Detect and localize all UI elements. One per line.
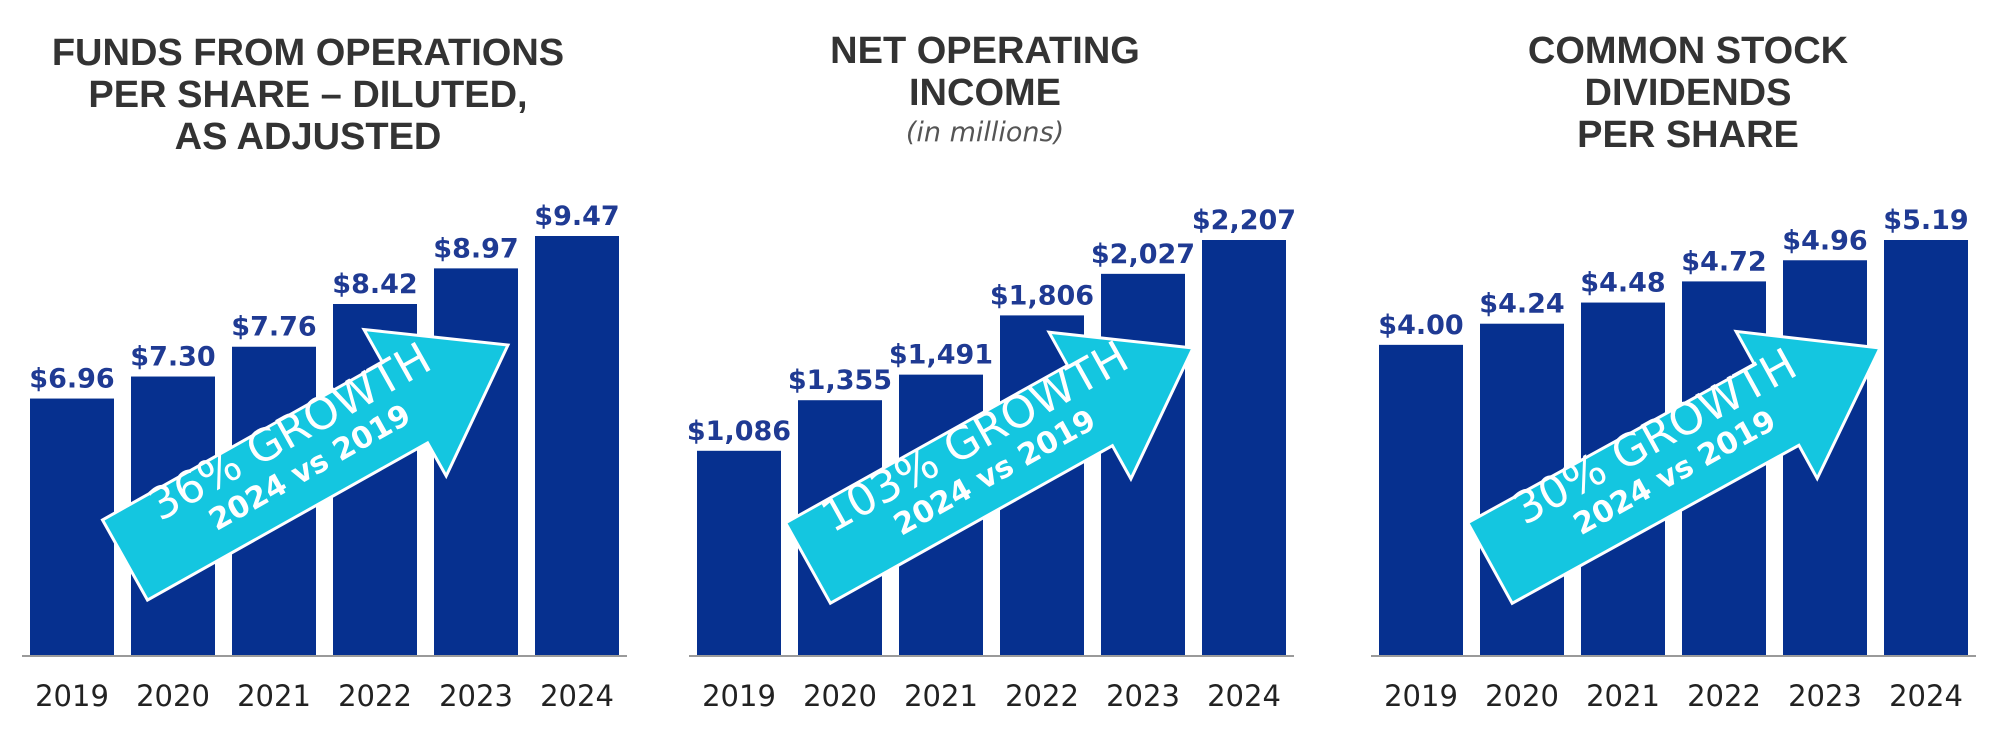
bar-2019 <box>30 398 114 655</box>
x-tick-label: 2024 <box>540 679 614 713</box>
growth-arrow <box>783 330 1196 606</box>
chart-title-line: INCOME <box>909 72 1061 114</box>
bar-value-label: $2,027 <box>1091 239 1195 270</box>
bar-2024 <box>1202 240 1286 655</box>
x-tick-label: 2020 <box>136 679 210 713</box>
x-tick-label: 2024 <box>1207 679 1281 713</box>
bar-2024 <box>535 236 619 655</box>
x-tick-label: 2022 <box>1005 679 1079 713</box>
chart-title-line: AS ADJUSTED <box>175 116 442 158</box>
bar-value-label: $5.19 <box>1883 205 1968 236</box>
bar-value-label: $8.97 <box>433 233 518 264</box>
bar-value-label: $1,806 <box>990 280 1094 311</box>
chart-title-line: FUNDS FROM OPERATIONS <box>52 32 564 74</box>
growth-arrow <box>100 327 511 603</box>
x-tick-label: 2021 <box>1586 679 1660 713</box>
bar-value-label: $6.96 <box>29 364 114 395</box>
growth-arrow <box>1465 329 1883 606</box>
x-tick-label: 2024 <box>1889 679 1963 713</box>
bar-value-label: $4.96 <box>1782 225 1867 256</box>
bar-value-label: $1,086 <box>687 416 791 447</box>
x-tick-label: 2023 <box>439 679 513 713</box>
x-tick-label: 2019 <box>702 679 776 713</box>
x-tick-label: 2020 <box>803 679 877 713</box>
bar-value-label: $7.30 <box>130 342 215 373</box>
bar-2019 <box>697 450 781 655</box>
chart-title-line: DIVIDENDS <box>1585 72 1792 114</box>
bar-value-label: $2,207 <box>1192 205 1296 236</box>
bar-value-label: $8.42 <box>332 269 417 300</box>
x-tick-label: 2022 <box>338 679 412 713</box>
chart-title-line: PER SHARE <box>1577 114 1799 156</box>
x-tick-label: 2019 <box>1384 679 1458 713</box>
bar-2024 <box>1884 240 1968 655</box>
bar-value-label: $4.00 <box>1378 310 1463 341</box>
bar-2023 <box>1101 273 1185 655</box>
x-tick-label: 2020 <box>1485 679 1559 713</box>
x-tick-label: 2023 <box>1106 679 1180 713</box>
x-tick-label: 2021 <box>237 679 311 713</box>
x-tick-label: 2019 <box>35 679 109 713</box>
bar-value-label: $4.48 <box>1580 268 1665 299</box>
x-tick-label: 2022 <box>1687 679 1761 713</box>
x-tick-label: 2021 <box>904 679 978 713</box>
chart-subtitle: (in millions) <box>906 117 1064 148</box>
x-tick-label: 2023 <box>1788 679 1862 713</box>
bar-value-label: $9.47 <box>534 201 619 232</box>
chart-title-line: PER SHARE – DILUTED, <box>88 74 527 116</box>
bar-2019 <box>1379 344 1463 655</box>
chart-title-line: COMMON STOCK <box>1528 30 1849 72</box>
bar-value-label: $1,491 <box>889 340 993 371</box>
chart-title-line: NET OPERATING <box>830 30 1140 72</box>
bar-value-label: $4.24 <box>1479 289 1564 320</box>
bar-value-label: $7.76 <box>231 312 316 343</box>
bar-value-label: $1,355 <box>788 365 892 396</box>
bar-value-label: $4.72 <box>1681 246 1766 277</box>
